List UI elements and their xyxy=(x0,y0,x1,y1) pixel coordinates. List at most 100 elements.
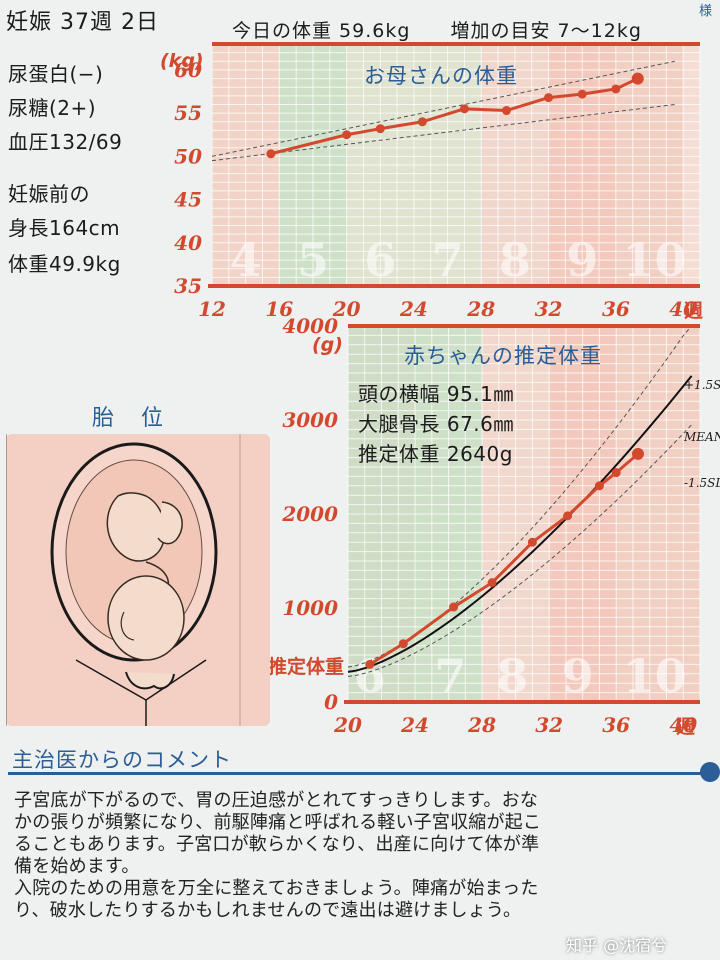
data-point xyxy=(611,468,621,478)
y-tick-label: 2000 xyxy=(281,502,338,526)
fetal-position-title: 胎 位 xyxy=(92,406,173,431)
comment-line: 入院のための用意を万全に整えておきましょう。陣痛が始まった xyxy=(14,878,539,899)
comment-line: かの張りが頻繁になり、前駆陣痛と呼ばれる軽い子宮収縮が起こ xyxy=(14,812,542,833)
month-label: 8 xyxy=(496,649,528,703)
data-point xyxy=(594,481,604,491)
curve-label-plus: +1.5SD xyxy=(684,378,720,392)
y-tick-label: 50 xyxy=(174,144,202,168)
data-point xyxy=(266,149,276,159)
height-value: 身長164cm xyxy=(8,216,121,240)
y-tick-label: 40 xyxy=(174,231,202,255)
data-point xyxy=(417,117,427,127)
baby-weight-title: 赤ちゃんの推定体重 xyxy=(404,344,602,368)
fetal-position-panel xyxy=(5,434,270,726)
month-label: 10 xyxy=(623,649,687,703)
x-tick-label: 36 xyxy=(602,297,630,321)
blood-pressure: 血圧132/69 xyxy=(8,130,123,154)
y-tick-label: 1000 xyxy=(282,596,338,620)
y-tick-label: 55 xyxy=(174,101,202,125)
guide-line xyxy=(211,104,675,162)
comment-line: 子宮底が下がるので、胃の圧迫感がとれてすっきりします。おな xyxy=(14,790,539,811)
x-tick-label: 28 xyxy=(467,713,496,737)
month-label: 6 xyxy=(364,233,396,287)
weight-summary: 今日の体重 59.6kg 増加の目安 7〜12kg xyxy=(232,16,642,43)
x-tick-label: 40 xyxy=(669,297,697,321)
efw-measure: 推定体重 2640g xyxy=(358,442,513,466)
month-label: 7 xyxy=(434,649,466,703)
name-suffix: 様 xyxy=(698,4,712,19)
month-label: 9 xyxy=(566,233,598,287)
x-tick-label: 20 xyxy=(333,713,362,737)
y-tick-label: 4000 xyxy=(282,314,338,338)
comment-divider xyxy=(8,772,708,775)
mother-weight-title: お母さんの体重 xyxy=(364,64,518,88)
x-tick-label: 28 xyxy=(466,297,495,321)
data-point xyxy=(459,104,469,114)
mother-weight-unit: (kg) xyxy=(160,50,204,72)
comment-line: ることもあります。子宮口が軟らかくなり、出産に向けて体が準 xyxy=(14,834,540,855)
curve-label-minus: -1.5SD xyxy=(684,476,720,490)
month-label: 9 xyxy=(562,649,594,703)
urine-protein: 尿蛋白(−) xyxy=(8,62,104,86)
y-tick-label: 35 xyxy=(174,274,202,298)
bpd-measure: 頭の横幅 95.1㎜ xyxy=(358,382,514,406)
comment-divider-dot xyxy=(700,762,720,782)
month-label: 5 xyxy=(297,233,329,287)
today-weight: 今日の体重 59.6kg xyxy=(232,20,411,42)
y-tick-label: 60 xyxy=(174,58,202,82)
fetus-illustration xyxy=(5,434,241,726)
pre-pregnancy-label: 妊娠前の xyxy=(8,182,90,206)
comment-body: 子宮底が下がるので、胃の圧迫感がとれてすっきりします。おな かの張りが頻繁になり… xyxy=(14,790,704,922)
month-label: 4 xyxy=(230,233,262,287)
data-point xyxy=(563,511,573,521)
y-tick-label: 3000 xyxy=(282,408,338,432)
baby-weight-axis-label: 推定体重 xyxy=(268,656,345,678)
data-point xyxy=(631,447,644,460)
y-tick-label: 0 xyxy=(324,690,338,714)
gestation-age: 妊娠 37週 2日 xyxy=(6,10,159,35)
urine-sugar: 尿糖(2+) xyxy=(8,96,97,120)
data-point xyxy=(577,89,587,99)
x-tick-label: 36 xyxy=(602,713,630,737)
data-point xyxy=(375,124,385,134)
minus-sd-curve xyxy=(347,424,692,677)
x-tick-label: 24 xyxy=(400,713,429,737)
fl-measure: 大腿骨長 67.6㎜ xyxy=(358,412,514,436)
comment-line: 備を始めます。 xyxy=(14,856,140,877)
data-point xyxy=(544,93,554,103)
comment-title: 主治医からのコメント xyxy=(12,748,232,772)
data-point xyxy=(365,659,375,669)
curve-label-mean: MEAN xyxy=(684,430,720,444)
series-line xyxy=(270,77,639,156)
data-point xyxy=(631,72,644,85)
x-tick-label: 20 xyxy=(332,297,361,321)
x-tick-label: 24 xyxy=(399,297,428,321)
month-label: 10 xyxy=(623,233,687,287)
mother-weight-xunit: 週 xyxy=(684,300,704,322)
y-tick-label: 45 xyxy=(174,188,202,212)
mean-curve xyxy=(347,375,693,673)
comment-line: り、破水したりするかもしれませんので遠出は避けましょう。 xyxy=(14,900,522,921)
pre-weight-value: 体重49.9kg xyxy=(8,252,121,276)
data-point xyxy=(449,602,459,612)
data-point xyxy=(398,639,408,649)
x-tick-label: 16 xyxy=(265,297,293,321)
watermark: 知乎 @沈宿兮 xyxy=(566,936,668,955)
x-tick-label: 12 xyxy=(198,297,226,321)
guide-line xyxy=(211,60,675,157)
month-label: 8 xyxy=(499,233,531,287)
x-tick-label: 40 xyxy=(669,713,697,737)
target-gain: 増加の目安 7〜12kg xyxy=(450,20,642,42)
data-point xyxy=(342,130,352,140)
baby-weight-unit: (g) xyxy=(312,334,343,356)
x-tick-label: 32 xyxy=(535,713,563,737)
data-point xyxy=(487,578,497,588)
data-point xyxy=(501,106,511,116)
x-tick-label: 32 xyxy=(535,297,563,321)
month-label: 7 xyxy=(432,233,464,287)
data-point xyxy=(611,84,621,94)
data-point xyxy=(527,537,537,547)
baby-weight-xunit: 週 xyxy=(676,716,696,738)
